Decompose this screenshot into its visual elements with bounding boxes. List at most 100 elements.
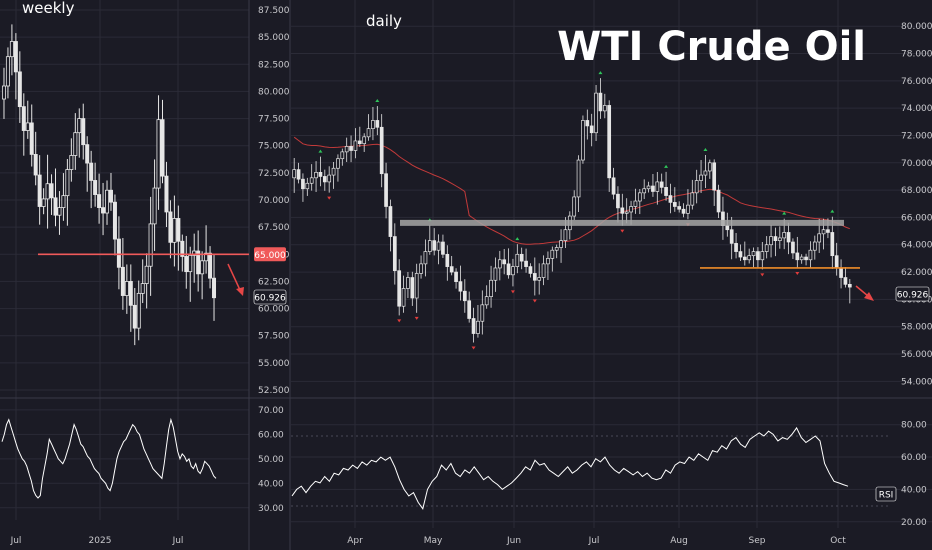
daily-candle-body — [633, 200, 638, 207]
daily-candle-body — [445, 253, 450, 267]
daily-y-tick-label: 54.000 — [901, 377, 932, 387]
daily-candle-body — [707, 162, 712, 172]
daily-candle-body — [712, 162, 717, 191]
daily-candle-body — [572, 196, 577, 217]
daily-candle-body — [532, 273, 537, 281]
weekly-y-tick-label: 70.000 — [258, 196, 290, 206]
weekly-y-tick-label: 57.500 — [258, 332, 290, 342]
daily-candle-body — [576, 159, 581, 198]
daily-y-tick-label: 68.000 — [901, 186, 932, 196]
weekly-y-tick-label: 72.500 — [258, 169, 290, 179]
weekly-y-tick-label: 87.500 — [258, 6, 290, 16]
daily-candle-body — [659, 181, 664, 188]
weekly-candle-body — [116, 238, 121, 268]
weekly-x-tick-label: Jul — [172, 536, 184, 546]
daily-candle-body — [589, 125, 594, 134]
daily-candle-body — [637, 192, 642, 202]
weekly-candle-body — [172, 218, 177, 243]
weekly-candle-body — [128, 281, 133, 306]
daily-y-axis: 80.000 78.000 76.000 74.000 72.000 70.000 68.0… — [901, 22, 932, 387]
daily-candle-body — [681, 208, 686, 214]
weekly-candle-body — [33, 153, 38, 176]
daily-candle-body — [616, 193, 620, 209]
daily-y-tick-label: 62.000 — [901, 268, 932, 278]
daily-candle-body — [314, 172, 318, 179]
daily-candle-body — [423, 251, 428, 265]
weekly-y-tick-label: 82.500 — [258, 60, 290, 70]
daily-candle-body — [309, 177, 314, 184]
weekly-candle-body — [188, 254, 193, 273]
daily-candle-body — [392, 236, 397, 272]
daily-candle-body — [480, 304, 485, 322]
weekly-y-tick-label: 60.000 — [258, 305, 290, 315]
weekly-candle-body — [69, 155, 74, 171]
daily-rsi-line — [291, 426, 849, 510]
weekly-y-tick-label: 52.500 — [258, 386, 290, 396]
daily-candle-body — [559, 240, 563, 248]
daily-candle-body — [331, 167, 336, 176]
weekly-candle-body — [97, 194, 102, 208]
daily-candle-body — [804, 256, 808, 261]
weekly-candle-body — [136, 292, 141, 329]
weekly-rsi-line — [1, 417, 217, 499]
weekly-candle-body — [144, 265, 149, 285]
daily-candle-body — [502, 259, 507, 265]
daily-candle-body — [419, 263, 423, 274]
daily-candle-body — [511, 266, 515, 276]
weekly-candle-body — [212, 277, 217, 299]
weekly-candle-body — [85, 144, 90, 164]
daily-candles — [292, 78, 852, 343]
daily-candle-body — [563, 229, 568, 241]
daily-candle-body — [817, 233, 822, 243]
daily-candle-body — [725, 225, 730, 231]
daily-candle-body — [427, 240, 432, 252]
weekly-candle-body — [25, 122, 30, 131]
weekly-y-axis: 87.500 85.000 82.500 80.000 77.500 75.000 72.5… — [258, 6, 290, 396]
weekly-candle-body — [49, 183, 54, 199]
daily-candle-body — [384, 173, 388, 207]
weekly-rsi-tick-label: 40.00 — [258, 479, 284, 489]
weekly-candle-body — [192, 250, 197, 256]
daily-rsi-tick-label: 60.00 — [901, 453, 927, 463]
daily-gridlines — [291, 0, 932, 528]
daily-candle-body — [799, 256, 804, 261]
daily-y-tick-label: 76.000 — [901, 77, 932, 87]
daily-signal-up-marker — [830, 209, 835, 213]
weekly-down-arrow — [227, 263, 244, 296]
daily-candle-body — [362, 136, 367, 145]
weekly-rsi-tick-label: 50.00 — [258, 455, 284, 465]
daily-candle-body — [773, 236, 778, 241]
daily-candle-body — [672, 202, 677, 207]
daily-rsi-y-axis: 80.00 60.00 40.00 20.00 — [901, 421, 927, 528]
weekly-y-tick-label: 62.500 — [258, 277, 290, 287]
daily-rsi-tick-label: 20.00 — [901, 518, 927, 528]
daily-x-axis: Apr May Jun Jul Aug Sep Oct — [347, 536, 846, 546]
weekly-candle-body — [101, 207, 106, 214]
daily-x-tick-label: May — [424, 536, 443, 546]
daily-candle-body — [690, 192, 695, 206]
daily-candle-body — [777, 237, 782, 241]
daily-candle-body — [791, 241, 795, 254]
weekly-candle-body — [132, 304, 137, 329]
daily-candle-body — [493, 267, 498, 281]
daily-candle-body — [826, 229, 830, 233]
weekly-candle-body — [120, 266, 125, 296]
daily-y-tick-label: 56.000 — [901, 350, 932, 360]
daily-candle-body — [414, 273, 419, 299]
daily-candle-body — [344, 146, 349, 153]
weekly-candle-body — [13, 41, 18, 73]
daily-candle-body — [642, 188, 647, 194]
daily-candle-body — [349, 146, 353, 151]
daily-candle-body — [795, 252, 800, 261]
daily-candle-body — [467, 300, 472, 319]
daily-y-tick-label: 58.000 — [901, 323, 932, 333]
daily-candle-body — [834, 255, 839, 269]
weekly-candle-body — [196, 250, 201, 275]
weekly-y-tick-label: 80.000 — [258, 87, 290, 97]
weekly-support-price-tag: 65.000 — [254, 247, 286, 262]
daily-candle-body — [598, 92, 603, 112]
weekly-candle-body — [168, 211, 173, 243]
weekly-candle-body — [53, 197, 58, 216]
weekly-candle-body — [105, 189, 110, 214]
